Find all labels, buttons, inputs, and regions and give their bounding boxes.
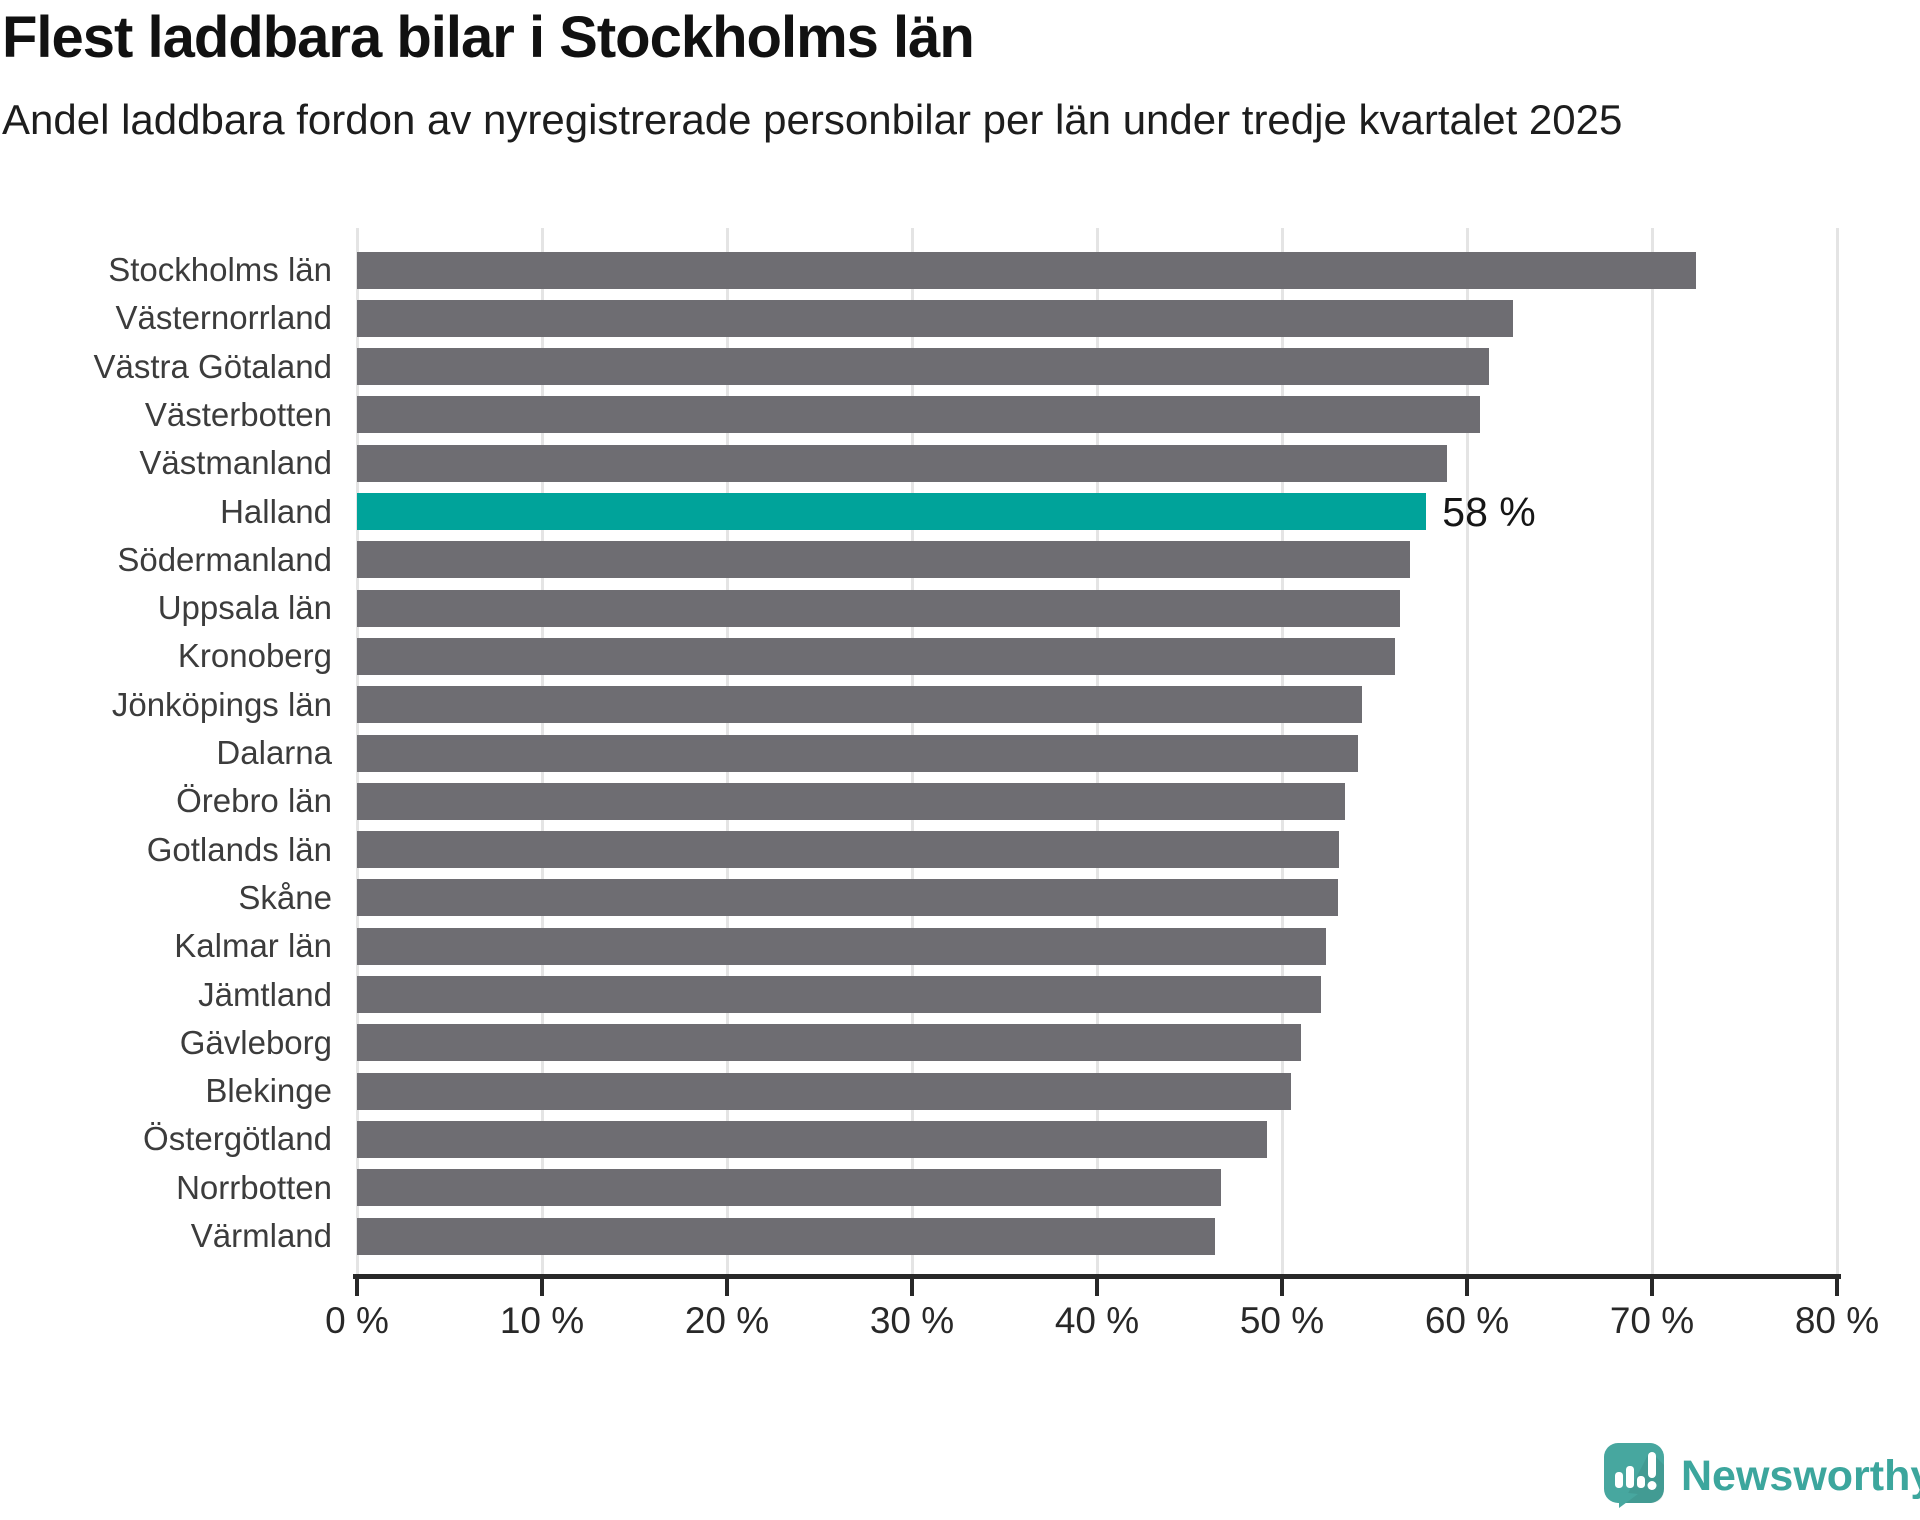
x-tick-label: 10 % — [499, 1300, 585, 1341]
x-tick-label: 50 % — [1239, 1300, 1325, 1341]
category-label: Kalmar län — [174, 927, 332, 965]
bar-value-label: 58 % — [1442, 488, 1536, 535]
x-tick — [1280, 1279, 1284, 1296]
x-tick-label: 80 % — [1794, 1300, 1880, 1341]
category-label: Stockholms län — [108, 251, 332, 288]
chart-title: Flest laddbara bilar i Stockholms län — [2, 5, 975, 70]
bar-dalarna — [357, 734, 1358, 772]
category-label: Gävleborg — [179, 1023, 332, 1061]
category-label: Jämtland — [198, 975, 332, 1013]
chart-subtitle: Andel laddbara fordon av nyregistrerade … — [2, 96, 1623, 143]
bar-halland — [357, 493, 1427, 530]
category-label: Uppsala län — [157, 589, 332, 627]
category-label: Västerbotten — [144, 395, 332, 433]
x-tick — [725, 1279, 729, 1296]
category-label: Gotlands län — [146, 830, 332, 868]
bar-västerbotten — [357, 396, 1480, 434]
bar-västra-götaland — [357, 348, 1490, 386]
bar-jämtland — [357, 976, 1321, 1013]
category-label: Skåne — [238, 878, 332, 916]
bar-norrbotten — [357, 1169, 1221, 1207]
bar-värmland — [357, 1217, 1216, 1255]
x-tick — [1650, 1279, 1654, 1296]
category-label: Västernorrland — [115, 299, 332, 337]
gridline — [1835, 228, 1839, 1276]
bar-södermanland — [357, 541, 1410, 579]
category-label: Norrbotten — [176, 1168, 332, 1206]
x-tick — [1095, 1279, 1099, 1296]
bar-kalmar-län — [357, 927, 1327, 965]
x-axis-line — [353, 1274, 1841, 1279]
bar-blekinge — [357, 1072, 1292, 1110]
x-tick-label: 20 % — [684, 1300, 770, 1341]
bar-jönköpings-län — [357, 686, 1362, 724]
x-tick — [540, 1279, 544, 1296]
x-tick — [1465, 1279, 1469, 1296]
bar-gävleborg — [357, 1024, 1301, 1062]
bar-västernorrland — [357, 299, 1514, 337]
x-tick — [910, 1279, 914, 1296]
bar-västmanland — [357, 444, 1447, 482]
newsworthy-logo-text: Newsworthy — [1681, 1452, 1920, 1500]
x-tick-label: 0 % — [325, 1300, 389, 1341]
x-tick — [355, 1279, 359, 1296]
category-label: Örebro län — [176, 782, 332, 820]
category-label: Värmland — [190, 1217, 332, 1254]
bar-stockholms-län — [357, 251, 1697, 289]
newsworthy-logo: Newsworthy — [1603, 1440, 1920, 1512]
bar-östergötland — [357, 1120, 1268, 1158]
x-tick — [1835, 1279, 1839, 1296]
bar-örebro-län — [357, 782, 1345, 820]
bar-gotlands-län — [357, 831, 1340, 869]
category-label: Dalarna — [216, 734, 332, 771]
bar-uppsala-län — [357, 589, 1401, 627]
bar-skåne — [357, 879, 1338, 917]
x-tick-label: 70 % — [1609, 1300, 1695, 1341]
category-label: Jönköpings län — [111, 685, 332, 723]
bar-chart-bubble-icon — [1604, 1443, 1664, 1508]
category-label: Västmanland — [139, 444, 332, 482]
category-label: Östergötland — [143, 1120, 332, 1158]
x-tick-label: 40 % — [1054, 1300, 1140, 1341]
gridline — [1465, 228, 1469, 1276]
category-label: Kronoberg — [177, 637, 332, 675]
category-label: Södermanland — [117, 540, 332, 578]
category-label: Västra Götaland — [93, 347, 332, 385]
x-tick-label: 60 % — [1424, 1300, 1510, 1341]
x-tick-label: 30 % — [869, 1300, 955, 1341]
bar-kronoberg — [357, 637, 1395, 675]
category-label: Halland — [220, 492, 332, 530]
category-label: Blekinge — [205, 1072, 332, 1110]
gridline — [1650, 228, 1654, 1276]
